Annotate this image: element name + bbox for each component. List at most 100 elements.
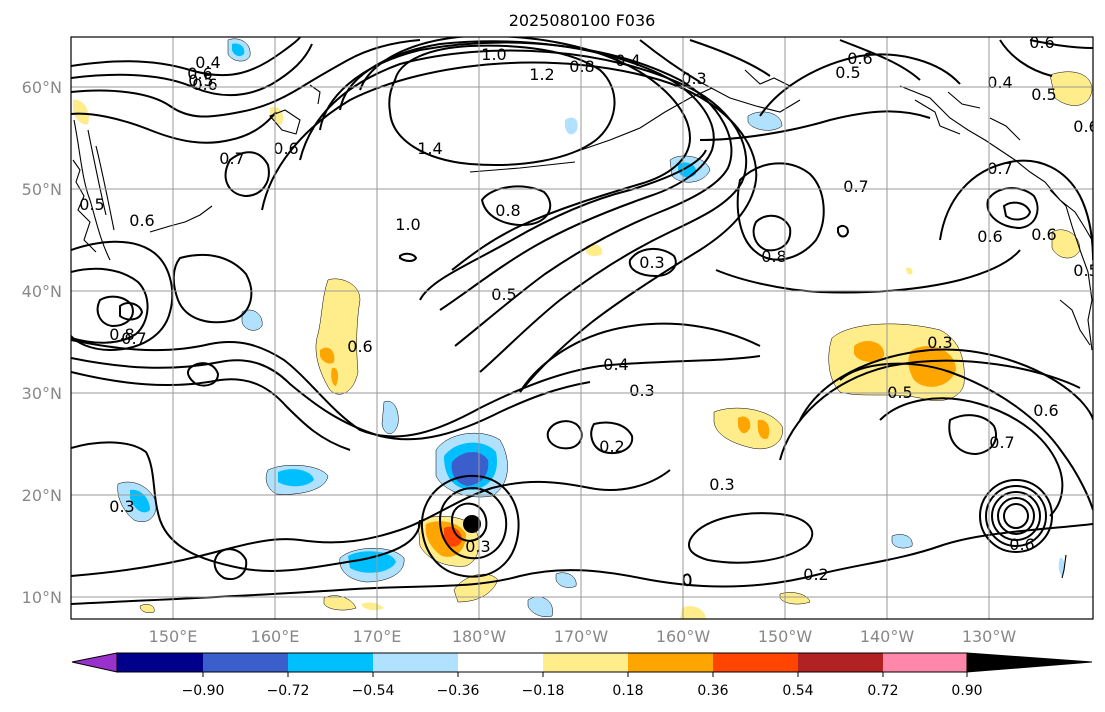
contour-label: 0.4 [603,355,628,374]
patch-blue-core [232,43,245,57]
colorbar-tick-label: 0.54 [782,683,813,699]
contour-label: 0.5 [188,71,213,90]
contour-label: 0.6 [129,211,154,230]
contour-label: 0.7 [219,149,244,168]
patch-yellow [315,278,361,395]
contour-label: 0.3 [629,381,654,400]
contour-label: 0.6 [1073,117,1098,136]
contour-label: 0.6 [1029,33,1054,52]
contour-label: 0.3 [709,475,734,494]
patch-red [444,526,462,547]
patch-blue-mid [348,551,396,573]
contour-label: 0.7 [121,329,146,348]
contour-label: 0.6 [192,75,217,94]
colorbar: −0.90 −0.72 −0.54 −0.36 −0.18 0.18 0.36 … [71,652,1093,699]
patch-yellow [586,244,603,257]
contour-label: 0.5 [491,285,516,304]
colorbar-tick-label: 0.72 [867,683,898,699]
patch-yellow [362,602,384,611]
contour-label: 0.3 [465,537,490,556]
contour-label: 0.5 [835,63,860,82]
patch-yellow [1049,71,1093,106]
contour-label: 1.0 [481,45,506,64]
patch-orange [738,416,751,434]
contour-label: 1.2 [529,65,554,84]
colorbar-tick-label: 0.90 [951,683,982,699]
lat-label: 20°N [22,486,62,505]
colorbar-segment [966,652,1093,673]
lon-label: 130°W [962,627,1017,646]
patch-yellow [323,595,357,611]
contour-label: 0.7 [843,177,868,196]
contour-label: 0.5 [1031,85,1056,104]
lat-label: 30°N [22,384,62,403]
lon-label: 170°E [353,627,402,646]
contour-label: 0.6 [1031,225,1056,244]
colorbar-tick-label: −0.90 [182,683,225,699]
lon-label: 150°W [758,627,813,646]
contour-label: 0.6 [1033,401,1058,420]
contour-label: 1.4 [417,139,442,158]
contour-label: 0.6 [847,49,872,68]
colorbar-segment [288,653,373,672]
lon-label: 140°W [860,627,915,646]
contour-label: 0.8 [109,325,134,344]
contour-lines [71,37,1093,605]
shaded-anomalies [73,38,1093,619]
patch-blue [1058,557,1065,576]
lat-label: 50°N [22,180,62,199]
colorbar-segment [117,653,203,672]
patch-blue [565,117,578,135]
patch-yellow [779,592,811,605]
patch-orange [331,367,339,386]
storm-center-marker [463,515,481,533]
colorbar-segment [713,653,798,672]
colorbar-segment [628,653,713,672]
contour-label: 0.3 [681,69,706,88]
colorbar-segment [203,653,288,672]
contour-label: 1.0 [395,215,420,234]
patch-yellow [139,604,155,613]
contour-label: 0.6 [347,337,372,356]
contour-label: 0.4 [615,51,640,70]
lon-label: 170°W [554,627,609,646]
contour-label: 0.6 [977,227,1002,246]
colorbar-frame [116,652,968,673]
patch-blue [555,572,577,588]
colorbar-segment [458,653,543,672]
contour-label: 0.6 [1009,535,1034,554]
colorbar-segment [71,652,118,673]
colorbar-tick-label: 0.36 [697,683,728,699]
patch-yellow [906,267,913,275]
contour-label: 0.3 [109,497,134,516]
colorbar-segment [543,653,628,672]
patch-blue [381,400,399,434]
colorbar-segment [373,653,458,672]
colorbar-tick-label: −0.18 [522,683,565,699]
contour-label: 0.7 [987,159,1012,178]
colorbar-tick-label: −0.72 [267,683,310,699]
colorbar-tick-label: 0.18 [612,683,643,699]
lon-label: 160°E [251,627,300,646]
patch-orange [854,341,885,362]
contour-label: 0.8 [495,201,520,220]
colorbar-segment [798,653,883,672]
colorbar-tick-label: −0.54 [352,683,395,699]
colorbar-segment [883,653,967,672]
lat-label: 10°N [22,588,62,607]
contour-label: 0.8 [569,57,594,76]
lon-label: 150°E [149,627,198,646]
lat-label: 60°N [22,78,62,97]
longitude-labels: 150°E 160°E 170°E 180°W 170°W 160°W 150°… [149,627,1017,646]
lon-label: 180°W [452,627,507,646]
patch-blue [241,309,263,331]
patch-blue [891,534,913,549]
colorbar-tick-label: −0.36 [437,683,480,699]
latitude-labels: 60°N 50°N 40°N 30°N 20°N 10°N [22,78,62,607]
map-frame [70,36,1094,620]
contour-label: 0.4 [987,73,1012,92]
map-title: 2025080100 F036 [509,11,656,30]
patch-blue [747,111,783,131]
patch-orange [320,347,335,364]
